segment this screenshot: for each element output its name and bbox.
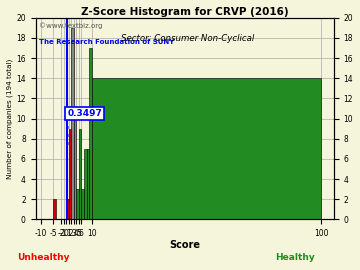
Bar [53, 199, 56, 220]
Bar [66, 199, 69, 220]
Text: Healthy: Healthy [275, 253, 315, 262]
Bar [79, 129, 81, 220]
Text: The Research Foundation of SUNY: The Research Foundation of SUNY [39, 39, 174, 45]
Bar [92, 78, 321, 220]
Bar [69, 129, 71, 220]
Text: Unhealthy: Unhealthy [17, 253, 69, 262]
Bar [89, 48, 92, 220]
Bar [71, 28, 74, 220]
Bar [74, 119, 76, 220]
Bar [76, 189, 79, 220]
Text: 0.3497: 0.3497 [67, 109, 102, 118]
Bar [81, 189, 84, 220]
X-axis label: Score: Score [169, 239, 200, 249]
Bar [84, 149, 86, 220]
Text: Sector: Consumer Non-Cyclical: Sector: Consumer Non-Cyclical [121, 34, 254, 43]
Bar [86, 149, 89, 220]
Text: ©www.textbiz.org: ©www.textbiz.org [39, 23, 102, 29]
Title: Z-Score Histogram for CRVP (2016): Z-Score Histogram for CRVP (2016) [81, 7, 288, 17]
Y-axis label: Number of companies (194 total): Number of companies (194 total) [7, 59, 13, 179]
